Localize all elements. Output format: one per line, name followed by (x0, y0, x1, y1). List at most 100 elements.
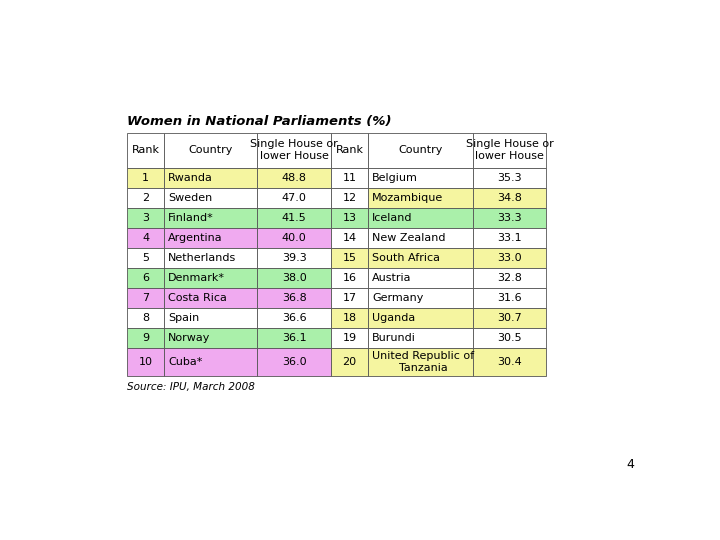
Text: 36.8: 36.8 (282, 293, 307, 303)
Bar (368, 248, 473, 268)
Bar (164, 348, 258, 376)
Text: United Republic of
Tanzania: United Republic of Tanzania (372, 351, 474, 373)
Text: 47.0: 47.0 (282, 193, 307, 203)
Bar (127, 248, 164, 268)
Text: 4: 4 (626, 458, 634, 471)
Text: Norway: Norway (168, 333, 211, 343)
Bar (473, 228, 546, 248)
Text: 39.3: 39.3 (282, 253, 307, 263)
Bar (331, 288, 368, 308)
Bar (331, 328, 368, 348)
Bar (473, 328, 546, 348)
Text: Costa Rica: Costa Rica (168, 293, 227, 303)
Bar (368, 132, 473, 168)
Bar (331, 268, 368, 288)
Bar (258, 348, 331, 376)
Bar (331, 132, 368, 168)
Text: 30.7: 30.7 (498, 313, 522, 323)
Text: 31.6: 31.6 (498, 293, 522, 303)
Text: 7: 7 (143, 293, 149, 303)
Text: Belgium: Belgium (372, 173, 418, 183)
Text: Finland*: Finland* (168, 213, 214, 223)
Bar (368, 268, 473, 288)
Bar (164, 248, 258, 268)
Text: Iceland: Iceland (372, 213, 413, 223)
Text: Country: Country (398, 145, 443, 156)
Bar (368, 188, 473, 208)
Text: New Zealand: New Zealand (372, 233, 446, 243)
Text: Spain: Spain (168, 313, 199, 323)
Bar (331, 188, 368, 208)
Text: 40.0: 40.0 (282, 233, 307, 243)
Text: Rwanda: Rwanda (168, 173, 213, 183)
Bar (331, 348, 368, 376)
Bar (258, 268, 331, 288)
Text: 30.4: 30.4 (498, 357, 522, 367)
Text: 36.0: 36.0 (282, 357, 307, 367)
Bar (258, 308, 331, 328)
Text: 36.6: 36.6 (282, 313, 307, 323)
Bar (258, 288, 331, 308)
Text: 20: 20 (343, 357, 356, 367)
Text: 11: 11 (343, 173, 356, 183)
Bar (331, 208, 368, 228)
Bar (258, 188, 331, 208)
Text: Germany: Germany (372, 293, 423, 303)
Text: Source: IPU, March 2008: Source: IPU, March 2008 (127, 382, 255, 392)
Text: 5: 5 (143, 253, 149, 263)
Bar (331, 168, 368, 188)
Text: 48.8: 48.8 (282, 173, 307, 183)
Bar (368, 228, 473, 248)
Bar (164, 228, 258, 248)
Bar (368, 328, 473, 348)
Bar (473, 348, 546, 376)
Bar (368, 308, 473, 328)
Bar (258, 168, 331, 188)
Text: 32.8: 32.8 (498, 273, 522, 283)
Text: Women in National Parliaments (%): Women in National Parliaments (%) (127, 115, 392, 128)
Text: Netherlands: Netherlands (168, 253, 237, 263)
Text: Rank: Rank (132, 145, 160, 156)
Bar (164, 288, 258, 308)
Text: Rank: Rank (336, 145, 364, 156)
Text: 13: 13 (343, 213, 356, 223)
Bar (473, 268, 546, 288)
Bar (164, 208, 258, 228)
Bar (473, 248, 546, 268)
Bar (127, 132, 164, 168)
Bar (127, 168, 164, 188)
Text: 1: 1 (143, 173, 149, 183)
Bar (368, 168, 473, 188)
Bar (473, 188, 546, 208)
Text: 2: 2 (143, 193, 149, 203)
Text: 33.1: 33.1 (498, 233, 522, 243)
Bar (258, 228, 331, 248)
Bar (258, 248, 331, 268)
Text: 12: 12 (343, 193, 356, 203)
Text: 33.3: 33.3 (498, 213, 522, 223)
Text: 38.0: 38.0 (282, 273, 307, 283)
Bar (258, 328, 331, 348)
Text: 41.5: 41.5 (282, 213, 307, 223)
Text: South Africa: South Africa (372, 253, 440, 263)
Bar (331, 248, 368, 268)
Bar (368, 348, 473, 376)
Text: 18: 18 (343, 313, 356, 323)
Text: Argentina: Argentina (168, 233, 223, 243)
Text: 8: 8 (143, 313, 149, 323)
Text: 10: 10 (139, 357, 153, 367)
Bar (368, 288, 473, 308)
Bar (473, 208, 546, 228)
Text: Denmark*: Denmark* (168, 273, 225, 283)
Text: Single House or
lower House: Single House or lower House (251, 139, 338, 161)
Bar (164, 132, 258, 168)
Bar (164, 168, 258, 188)
Bar (164, 308, 258, 328)
Bar (473, 308, 546, 328)
Text: 15: 15 (343, 253, 356, 263)
Text: Austria: Austria (372, 273, 412, 283)
Bar (127, 228, 164, 248)
Bar (127, 188, 164, 208)
Bar (127, 308, 164, 328)
Bar (164, 328, 258, 348)
